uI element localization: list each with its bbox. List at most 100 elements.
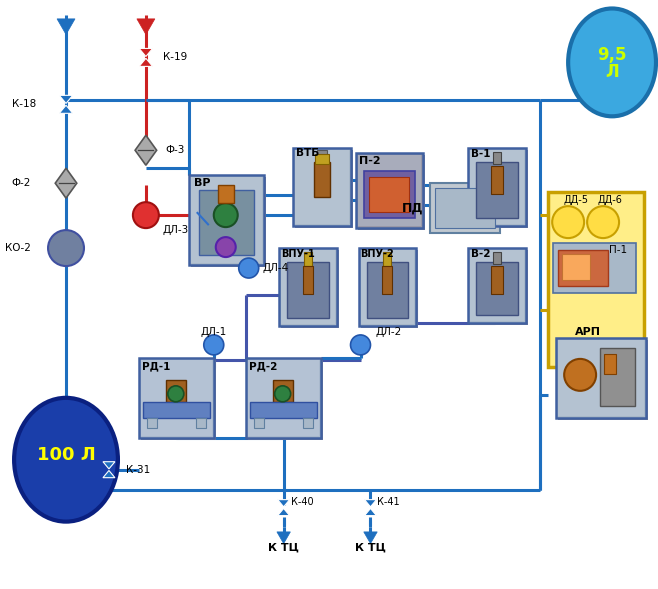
Text: В-2: В-2	[471, 249, 491, 259]
Text: КО-2: КО-2	[5, 243, 31, 253]
Polygon shape	[364, 532, 377, 544]
Text: ДЛ-4: ДЛ-4	[263, 263, 289, 273]
Bar	[436, 188, 495, 228]
Text: ДД-6: ДД-6	[597, 195, 622, 205]
Bar	[287, 262, 328, 318]
Bar	[370, 177, 409, 212]
Bar	[189, 175, 264, 265]
Circle shape	[274, 386, 291, 402]
Text: К-40: К-40	[291, 497, 313, 507]
Bar	[470, 250, 528, 325]
Bar	[316, 150, 326, 162]
Bar	[600, 348, 635, 406]
Bar	[476, 162, 519, 218]
Text: В-1: В-1	[471, 149, 491, 159]
Circle shape	[133, 202, 159, 228]
Bar	[143, 402, 210, 418]
Bar	[247, 360, 322, 440]
Polygon shape	[103, 462, 115, 469]
Bar	[355, 153, 423, 228]
Polygon shape	[135, 135, 157, 166]
Bar	[281, 250, 334, 324]
Bar	[281, 250, 339, 328]
Bar	[254, 418, 264, 428]
Circle shape	[204, 335, 224, 355]
Ellipse shape	[148, 364, 204, 396]
Bar	[295, 150, 353, 228]
Circle shape	[168, 386, 184, 402]
Polygon shape	[139, 58, 153, 67]
Bar	[166, 380, 186, 402]
Bar	[295, 150, 349, 224]
Text: РД-2: РД-2	[249, 361, 277, 371]
Polygon shape	[57, 19, 75, 34]
Bar	[361, 250, 415, 324]
Circle shape	[552, 206, 584, 238]
Bar	[191, 177, 262, 263]
Circle shape	[351, 335, 370, 355]
Text: К-41: К-41	[378, 497, 400, 507]
Polygon shape	[103, 471, 115, 478]
Circle shape	[587, 206, 619, 238]
Bar	[361, 250, 418, 328]
Polygon shape	[278, 508, 290, 515]
Ellipse shape	[568, 8, 656, 116]
Bar	[494, 252, 501, 264]
Bar	[553, 243, 636, 293]
Bar	[558, 250, 608, 286]
Bar	[470, 150, 524, 224]
Text: К ТЦ: К ТЦ	[268, 542, 299, 552]
Bar	[492, 166, 503, 194]
Bar	[430, 183, 500, 233]
Bar	[468, 148, 526, 226]
Polygon shape	[278, 499, 290, 507]
Bar	[558, 340, 648, 420]
Polygon shape	[55, 168, 77, 198]
Bar	[548, 192, 644, 367]
Text: П-1: П-1	[609, 245, 627, 255]
Ellipse shape	[255, 364, 311, 396]
Bar	[359, 248, 417, 326]
Bar	[558, 340, 644, 416]
Text: К-19: К-19	[163, 52, 187, 62]
Text: ПД: ПД	[401, 201, 423, 214]
Text: Л: Л	[605, 64, 619, 81]
Bar	[470, 250, 524, 321]
Text: РД-1: РД-1	[142, 361, 170, 371]
Circle shape	[564, 359, 596, 391]
Bar	[367, 262, 409, 318]
Text: П-2: П-2	[359, 156, 380, 166]
Text: К-18: К-18	[12, 100, 36, 110]
Text: Ф-2: Ф-2	[12, 178, 31, 188]
Text: К ТЦ: К ТЦ	[355, 542, 386, 552]
Bar	[357, 155, 426, 230]
Polygon shape	[139, 48, 153, 57]
Text: ДЛ-2: ДЛ-2	[376, 327, 402, 337]
Polygon shape	[59, 105, 73, 113]
Text: АРП: АРП	[575, 327, 601, 337]
Polygon shape	[277, 532, 290, 544]
Bar	[303, 252, 312, 266]
Bar	[492, 266, 503, 294]
Text: ВПУ-1: ВПУ-1	[281, 249, 315, 259]
Bar	[314, 162, 330, 197]
Bar	[562, 254, 590, 280]
Bar	[249, 402, 316, 418]
Text: ДЛ-3: ДЛ-3	[163, 225, 189, 235]
Bar	[191, 177, 266, 267]
Text: ДД-5: ДД-5	[563, 195, 588, 205]
Bar	[494, 152, 501, 164]
Bar	[382, 266, 392, 294]
Text: Ф-3: Ф-3	[166, 145, 185, 155]
Bar	[468, 248, 526, 323]
Bar	[363, 171, 415, 218]
Bar	[139, 358, 214, 438]
Text: ДЛ-1: ДЛ-1	[201, 327, 227, 337]
Bar	[141, 360, 216, 440]
Ellipse shape	[14, 398, 118, 522]
Bar	[278, 248, 336, 326]
Bar	[303, 418, 313, 428]
Bar	[245, 358, 320, 438]
Text: ВПУ-2: ВПУ-2	[361, 249, 394, 259]
Bar	[218, 185, 234, 203]
